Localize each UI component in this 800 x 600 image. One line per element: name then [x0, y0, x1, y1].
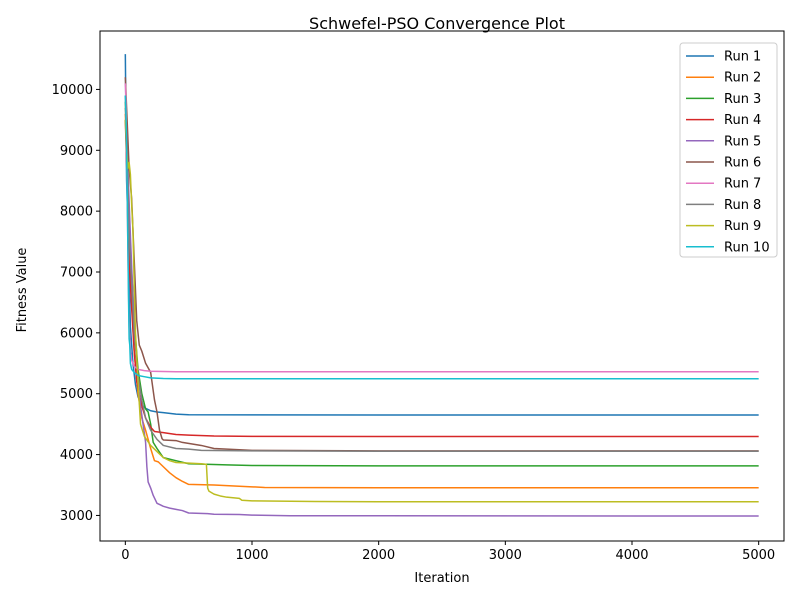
legend-label: Run 2 — [724, 71, 761, 86]
x-tick-label: 3000 — [489, 548, 522, 563]
y-tick-label: 3000 — [60, 509, 93, 524]
y-axis-ticks: 3000 4000 5000 6000 7000 8000 9000 10000 — [52, 83, 100, 524]
axes-frame — [99, 30, 785, 542]
legend-label: Run 6 — [724, 156, 761, 171]
legend-label: Run 7 — [724, 177, 761, 192]
legend-label: Run 9 — [724, 219, 761, 234]
legend-label: Run 8 — [724, 198, 761, 213]
series-line-run-8 — [124, 107, 759, 452]
x-tick-label: 0 — [121, 548, 129, 563]
legend-label: Run 1 — [724, 50, 761, 65]
y-tick-label: 4000 — [60, 448, 93, 463]
chart-title: Schwefel-PSO Convergence Plot — [309, 14, 565, 33]
y-tick-label: 7000 — [60, 266, 93, 281]
legend-label: Run 10 — [724, 240, 770, 255]
y-tick-label: 8000 — [60, 205, 93, 220]
y-tick-label: 6000 — [60, 326, 93, 341]
x-axis-ticks: 0 1000 2000 3000 4000 5000 — [121, 541, 775, 563]
x-tick-label: 2000 — [362, 548, 395, 563]
y-axis-title: Fitness Value — [15, 248, 30, 333]
legend: Run 1 Run 2 Run 3 Run 4 Run 5 Run 6 Run 7 Run 8… — [679, 42, 778, 258]
legend-items: Run 1 Run 2 Run 3 Run 4 Run 5 Run 6 Run 7 Run 8… — [686, 50, 770, 255]
legend-label: Run 4 — [724, 113, 761, 128]
x-tick-label: 5000 — [742, 548, 775, 563]
x-tick-label: 1000 — [235, 548, 268, 563]
x-axis-title: Iteration — [414, 571, 469, 586]
x-tick-label: 4000 — [615, 548, 648, 563]
legend-label: Run 3 — [724, 92, 761, 107]
series-line-run-9 — [124, 119, 759, 503]
series-line-run-10 — [124, 95, 759, 380]
y-tick-label: 9000 — [60, 144, 93, 159]
y-tick-label: 10000 — [52, 83, 93, 98]
legend-label: Run 5 — [724, 134, 761, 149]
y-tick-label: 5000 — [60, 387, 93, 402]
legend-box — [679, 42, 778, 258]
plot-lines — [124, 54, 759, 517]
